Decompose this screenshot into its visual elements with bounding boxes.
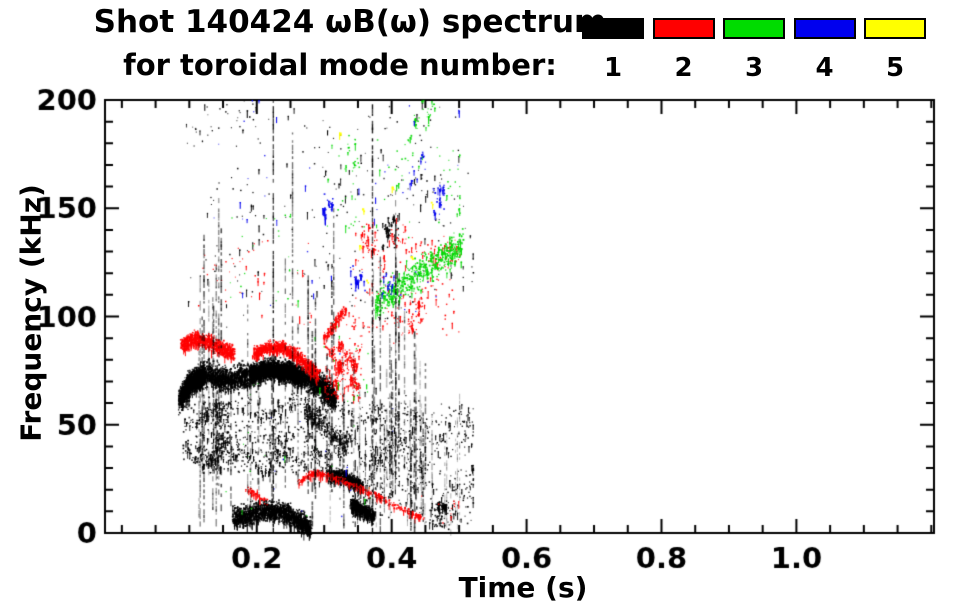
legend-label-mode-3: 3 [744, 53, 764, 83]
legend-swatch-mode-1 [582, 18, 644, 39]
chart-subtitle: for toroidal mode number: [123, 48, 557, 82]
legend-swatch-mode-4 [793, 18, 856, 39]
legend-swatch-mode-2 [652, 18, 715, 39]
chart-title: Shot 140424 ωB(ω) spectrum [93, 4, 607, 40]
legend-label-mode-4: 4 [815, 53, 834, 83]
y-axis-label: Frequency (kHz) [14, 184, 48, 442]
legend-swatch-mode-3 [723, 18, 785, 39]
legend-swatch-mode-5 [864, 18, 926, 39]
x-axis-label: Time (s) [458, 571, 588, 604]
legend-label-mode-1: 1 [603, 53, 623, 83]
legend-label-mode-5: 5 [885, 53, 905, 83]
legend-label-mode-2: 2 [674, 53, 693, 83]
